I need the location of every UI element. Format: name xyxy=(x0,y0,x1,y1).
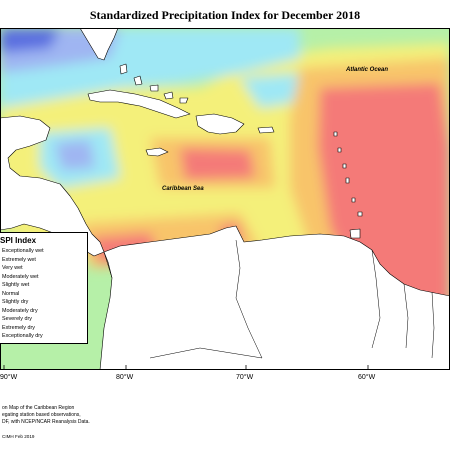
legend-item-extremely-wet: Extremely wet xyxy=(2,256,36,263)
land-lesser-antilles-3 xyxy=(342,163,347,169)
land-lesser-antilles-4 xyxy=(345,177,350,184)
tick-label-90w: 90°W xyxy=(0,374,18,381)
land-lesser-antilles-2 xyxy=(337,147,342,153)
spi-area-extremely-dry-east xyxy=(318,83,450,338)
footer-line-3: DF, with NCEP/NCAR Reanalysis Data. xyxy=(2,419,90,425)
land-lesser-antilles-5 xyxy=(351,197,356,203)
tick-label-60w: 60°W xyxy=(358,374,376,381)
land-central-america xyxy=(0,115,105,257)
border-colombia-south xyxy=(149,347,263,359)
legend-item-slightly-wet: Slightly wet xyxy=(2,282,30,288)
spi-area-extremely-dry-central xyxy=(180,148,255,180)
border-suriname-guiana xyxy=(431,291,435,359)
border-panama-colombia xyxy=(103,251,113,279)
land-hispaniola xyxy=(195,113,245,135)
footer-line-1: on Map of the Caribbean Region xyxy=(2,405,75,411)
legend-item-exceptionally-wet: Exceptionally wet xyxy=(2,248,44,254)
land-cuba xyxy=(87,89,191,119)
land-bahamas-4 xyxy=(163,91,174,100)
border-venezuela-guyana xyxy=(371,249,381,349)
land-florida xyxy=(79,28,119,61)
spi-map: Atlantic Ocean Caribbean Sea xyxy=(0,28,450,370)
border-colombia-venezuela xyxy=(235,239,263,359)
border-guyana-suriname xyxy=(403,283,409,349)
legend-title: SPI Index xyxy=(0,236,37,245)
legend-item-extremely-dry: Extremely dry xyxy=(2,324,35,331)
legend-item-exceptionally-dry: Exceptionally dry xyxy=(2,333,43,339)
land-puerto-rico xyxy=(257,126,275,134)
tick-label-80w: 80°W xyxy=(116,374,134,381)
footer-line-2: egating station based observations, xyxy=(2,412,81,418)
land-lesser-antilles-1 xyxy=(333,131,338,137)
land-trinidad xyxy=(349,228,361,239)
legend-item-moderately-wet: Moderately wet xyxy=(2,273,39,280)
land-bahamas-2 xyxy=(133,75,143,86)
spi-area-moderately-wet-2 xyxy=(55,140,95,170)
legend-item-normal: Normal xyxy=(2,290,20,297)
spi-area-very-wet xyxy=(0,28,60,53)
land-jamaica xyxy=(145,147,169,157)
map-title: Standardized Precipitation Index for Dec… xyxy=(89,8,361,22)
land-bahamas-3 xyxy=(149,84,159,92)
legend-item-severely-dry: Severely dry xyxy=(2,316,32,322)
spi-legend: SPI Index Exceptionally wet Extremely we… xyxy=(0,232,88,344)
legend-item-moderately-dry: Moderately dry xyxy=(2,307,38,314)
land-bahamas-1 xyxy=(119,63,128,75)
legend-item-very-wet: Very wet xyxy=(2,265,23,271)
land-bahamas-5 xyxy=(179,97,189,104)
label-caribbean-sea: Caribbean Sea xyxy=(162,186,204,192)
land-lesser-antilles-6 xyxy=(357,211,363,217)
tick-label-70w: 70°W xyxy=(236,374,254,381)
legend-item-slightly-dry: Slightly dry xyxy=(2,299,29,305)
label-atlantic-ocean: Atlantic Ocean xyxy=(345,67,388,73)
footer-credit: CIMH Feb 2019 xyxy=(2,434,35,439)
